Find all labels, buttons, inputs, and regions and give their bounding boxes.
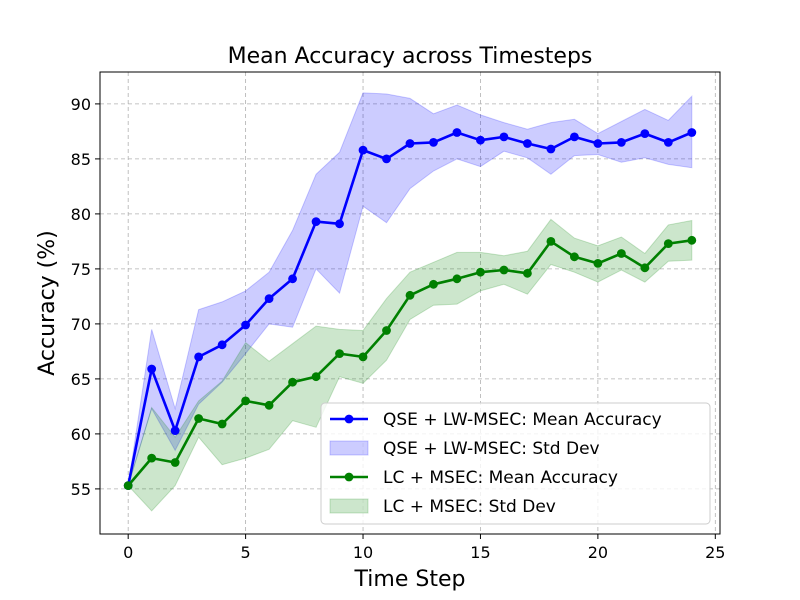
qse-lw-msec-point (476, 135, 485, 145)
qse-lw-msec-point (640, 129, 650, 139)
lc-msec-point (217, 419, 227, 429)
qse-lw-msec-point (569, 132, 579, 142)
series-points (123, 128, 697, 490)
lc-msec-point (429, 279, 438, 289)
lc-msec-point (523, 268, 532, 278)
x-tick-label: 20 (588, 543, 608, 562)
lc-msec-point (241, 396, 251, 406)
lc-msec-point (264, 400, 274, 410)
qse-lw-msec-point (452, 128, 462, 137)
x-tick-label: 0 (123, 543, 133, 562)
x-tick-label: 5 (241, 543, 251, 562)
legend: QSE + LW-MSEC: Mean Accuracy QSE + LW-MSE… (320, 402, 711, 525)
lc-msec-point (405, 290, 415, 300)
chart-title: Mean Accuracy across Timesteps (228, 44, 593, 69)
lc-msec-point (358, 352, 368, 362)
lc-msec-point (640, 263, 650, 273)
x-axis-label: Time Step (354, 567, 466, 592)
qse-lw-msec-point (288, 274, 297, 284)
plot-frame (99, 71, 721, 535)
qse-lw-msec-point (382, 154, 391, 164)
qse-lw-msec-point (170, 426, 180, 435)
legend-entry-qse-std-swatch (329, 440, 369, 456)
lc-msec-point (593, 259, 603, 268)
legend-entry-lc-std-label: LC + MSEC: Std Dev (383, 497, 556, 517)
lc-msec-point (663, 239, 673, 249)
qse-lw-msec-point (523, 139, 532, 148)
lc-msec-point (194, 414, 204, 423)
lc-msec-point (499, 265, 509, 275)
qse-lw-msec-point (217, 340, 227, 350)
legend-entry-lc-mean-label: LC + MSEC: Mean Accuracy (383, 468, 618, 488)
lc-msec-point (687, 235, 697, 245)
lc-msec-point (147, 453, 157, 463)
x-tick-label: 10 (353, 543, 373, 562)
qse-lw-msec-point (405, 139, 415, 148)
qse-lw-msec-point (194, 352, 204, 362)
lc-msec-point (546, 237, 556, 246)
y-tick-label: 90 (71, 95, 91, 114)
lc-msec-point (569, 252, 579, 262)
qse-lw-msec-point (358, 145, 368, 155)
qse-lw-msec-point (335, 219, 344, 229)
legend-entry-qse-std-label: QSE + LW-MSEC: Std Dev (383, 439, 600, 459)
legend-entry-qse-mean-marker (344, 414, 354, 424)
qse-lw-msec-point (616, 138, 626, 147)
x-tick-label: 25 (705, 543, 725, 562)
legend-box (320, 402, 711, 525)
legend-entry-lc-mean-marker (344, 472, 354, 482)
lc-msec-point (335, 349, 344, 358)
y-tick-label: 60 (71, 425, 91, 444)
legend-entry-lc-std-swatch (329, 498, 369, 514)
lc-msec-point (452, 274, 462, 284)
qse-lw-msec-point (264, 294, 274, 303)
y-tick-label: 80 (71, 205, 91, 224)
qse-lw-msec-point (593, 139, 603, 148)
qse-lw-msec-point (546, 144, 556, 154)
y-tick-label: 70 (71, 315, 91, 334)
lc-msec-point (311, 372, 321, 382)
y-axis-label: Accuracy (%) (35, 230, 60, 376)
y-tick-label: 65 (71, 370, 91, 389)
lc-msec-point (288, 377, 297, 387)
lc-msec-point (476, 267, 485, 277)
qse-lw-msec-point (663, 138, 673, 147)
x-tick-label: 15 (470, 543, 490, 562)
lc-msec-point (382, 326, 391, 335)
lc-msec-point (123, 481, 133, 490)
qse-lw-msec-point (241, 320, 251, 330)
y-tick-label: 85 (71, 150, 91, 169)
lc-msec-point (616, 249, 626, 258)
y-axis-ticks: 55 60 65 70 75 80 85 90 (71, 95, 100, 499)
legend-entry-qse-mean-label: QSE + LW-MSEC: Mean Accuracy (383, 410, 662, 430)
y-tick-label: 75 (71, 260, 91, 279)
lc-msec-point (170, 458, 180, 467)
qse-lw-msec-point (499, 132, 509, 142)
qse-lw-msec-point (687, 128, 697, 137)
x-axis-ticks: 0 5 10 15 20 25 (123, 534, 725, 562)
qse-lw-msec-point (147, 364, 157, 374)
qse-lw-msec-point (429, 138, 438, 147)
qse-lw-msec-point (311, 217, 321, 227)
y-tick-label: 55 (71, 480, 91, 499)
